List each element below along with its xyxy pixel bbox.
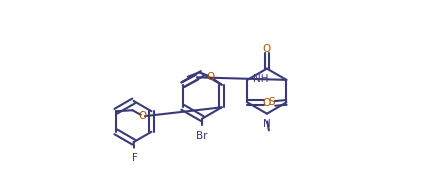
Text: O: O (207, 72, 215, 82)
Text: F: F (132, 153, 138, 163)
Text: NH: NH (253, 74, 268, 84)
Text: O: O (138, 111, 147, 121)
Text: O: O (262, 98, 271, 108)
Text: N: N (263, 119, 271, 129)
Text: S: S (268, 97, 275, 107)
Text: O: O (263, 44, 271, 54)
Text: Br: Br (196, 131, 208, 141)
